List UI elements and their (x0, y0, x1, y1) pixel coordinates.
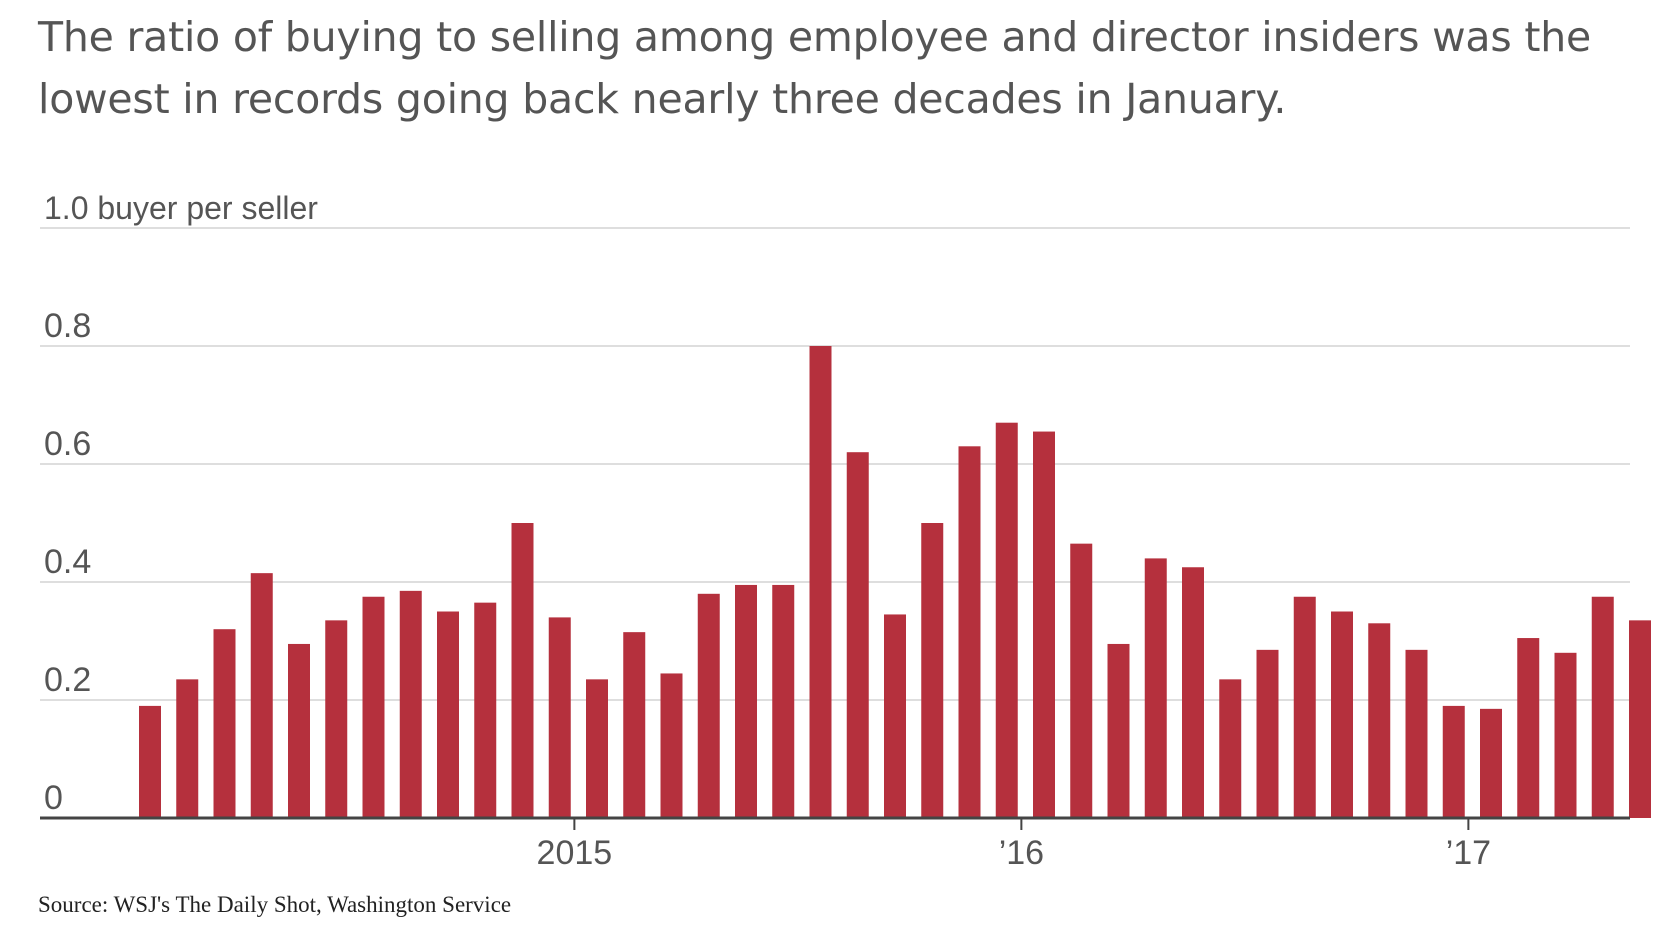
bar (1480, 708, 1502, 818)
y-tick-label: 0.8 (44, 307, 91, 345)
y-tick-label: 0 (44, 779, 63, 817)
bars (139, 346, 1651, 818)
bar (1219, 679, 1242, 818)
bar (1629, 620, 1651, 818)
bar (623, 632, 646, 818)
bar (213, 629, 236, 818)
bar (474, 602, 497, 818)
bar (884, 614, 906, 818)
bar (735, 584, 757, 818)
bar (697, 593, 720, 818)
bar (958, 446, 981, 818)
bar (995, 422, 1018, 818)
bar (511, 523, 534, 818)
bar (1256, 649, 1279, 818)
bar (921, 523, 944, 818)
bar (437, 611, 459, 818)
bar (1368, 623, 1391, 818)
y-tick-label: 1.0 buyer per seller (44, 190, 318, 226)
bar (772, 584, 795, 818)
y-tick-label: 0.4 (44, 543, 91, 581)
bar (846, 452, 869, 818)
bar (1033, 431, 1055, 818)
bar (1517, 638, 1540, 818)
grid-lines (40, 227, 1630, 701)
y-axis-labels: 0 0.2 0.4 0.6 0.8 1.0 buyer per seller (44, 190, 318, 817)
x-tick-label: ’16 (999, 834, 1044, 872)
bar (1107, 643, 1130, 818)
bar (1144, 558, 1167, 818)
bar-chart: 0 0.2 0.4 0.6 0.8 1.0 buyer per seller 2015 ’1… (40, 190, 1651, 872)
bar (1442, 705, 1465, 818)
bar (809, 346, 832, 818)
bar (1405, 649, 1428, 818)
bar (1591, 596, 1614, 818)
bar (250, 573, 273, 818)
bar (660, 673, 683, 818)
bar (325, 620, 348, 818)
bar (548, 617, 571, 818)
y-tick-label: 0.2 (44, 661, 91, 699)
bar (176, 679, 199, 818)
bar (1331, 611, 1353, 818)
y-tick-label: 0.6 (44, 425, 91, 463)
x-axis-labels: 2015’16’17’18 (537, 818, 1491, 872)
bar (1293, 596, 1316, 818)
x-tick-label: ’17 (1446, 834, 1491, 872)
bar (288, 643, 310, 818)
bar (1182, 567, 1204, 818)
bar (362, 596, 385, 818)
bar (1070, 543, 1093, 818)
bar (1554, 652, 1577, 818)
bar (139, 705, 161, 818)
chart-title: The ratio of buying to selling among emp… (38, 13, 1592, 123)
bar (399, 590, 422, 818)
source-note: Source: WSJ's The Daily Shot, Washington… (38, 892, 512, 917)
x-tick-label: 2015 (537, 834, 613, 872)
bar (586, 679, 608, 818)
